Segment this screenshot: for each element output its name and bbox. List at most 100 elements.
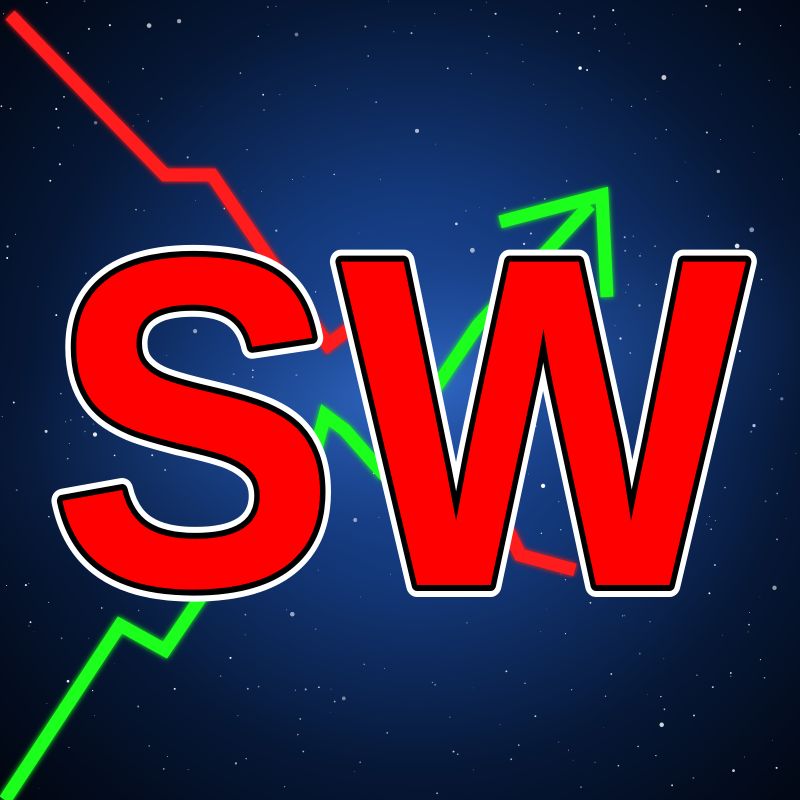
sw-logo-fill: SW (50, 160, 750, 685)
star (772, 585, 777, 590)
star (219, 675, 222, 677)
star (708, 592, 711, 595)
star (44, 429, 48, 433)
star (776, 538, 778, 541)
star (470, 8, 473, 11)
star (186, 156, 189, 159)
star (166, 354, 168, 357)
star (151, 454, 154, 457)
star (785, 518, 787, 519)
star (378, 517, 380, 518)
star (434, 13, 436, 15)
star (710, 528, 712, 531)
star (587, 381, 589, 384)
star (593, 27, 596, 30)
star (510, 758, 513, 761)
star (764, 500, 767, 503)
star (604, 695, 607, 697)
star (789, 86, 792, 89)
star (58, 163, 61, 166)
star (487, 376, 489, 379)
star (522, 60, 524, 63)
star (33, 147, 35, 149)
star (230, 595, 233, 597)
star (711, 686, 714, 689)
star (15, 489, 18, 492)
star (286, 338, 287, 340)
star (101, 607, 103, 609)
star (714, 520, 716, 522)
star (533, 197, 535, 199)
star (747, 631, 749, 633)
star (113, 663, 115, 664)
star (294, 689, 296, 691)
star (135, 208, 137, 211)
star (139, 353, 142, 356)
star (708, 515, 711, 518)
star (167, 755, 168, 757)
sw-logo-inner-outline: SW (50, 160, 750, 685)
star (556, 30, 558, 33)
star (146, 23, 152, 28)
star (57, 126, 60, 129)
star (267, 6, 269, 8)
star (160, 97, 163, 100)
star (107, 81, 109, 83)
star (49, 179, 52, 182)
star (465, 210, 467, 212)
star (558, 501, 560, 503)
star (535, 425, 537, 427)
star (641, 431, 643, 433)
star (222, 293, 225, 296)
star (614, 23, 617, 26)
star (187, 769, 189, 771)
star (452, 577, 455, 580)
star (46, 702, 48, 705)
star (358, 232, 360, 234)
star (353, 518, 358, 522)
star (175, 560, 178, 563)
star (543, 198, 546, 200)
green-arrow-head-icon (498, 186, 614, 298)
green-uptrend-line (0, 200, 595, 800)
star (545, 103, 547, 105)
star (127, 589, 129, 591)
star (752, 424, 756, 428)
star (29, 621, 32, 624)
star (406, 586, 408, 588)
star (314, 291, 317, 293)
star (614, 325, 616, 327)
star (617, 764, 620, 767)
star (191, 395, 194, 398)
star (640, 252, 642, 254)
star (70, 419, 72, 421)
star (586, 473, 590, 477)
star (12, 401, 15, 404)
star (672, 585, 675, 587)
star (610, 673, 613, 675)
star (693, 714, 695, 717)
star (628, 42, 630, 44)
star (1, 416, 3, 418)
star (449, 716, 451, 718)
star (603, 727, 604, 729)
star (705, 4, 708, 8)
star (499, 724, 501, 725)
star (386, 732, 389, 734)
star (48, 516, 50, 518)
star (771, 467, 774, 470)
star (317, 569, 319, 571)
star (108, 535, 111, 538)
star (725, 261, 727, 263)
star (472, 454, 473, 456)
star (137, 705, 140, 708)
star (730, 348, 732, 351)
star (560, 529, 562, 531)
star (632, 235, 634, 237)
star (629, 352, 632, 354)
star (732, 769, 735, 772)
star (763, 676, 766, 679)
star (500, 313, 503, 316)
star (435, 143, 436, 145)
star (107, 538, 110, 541)
